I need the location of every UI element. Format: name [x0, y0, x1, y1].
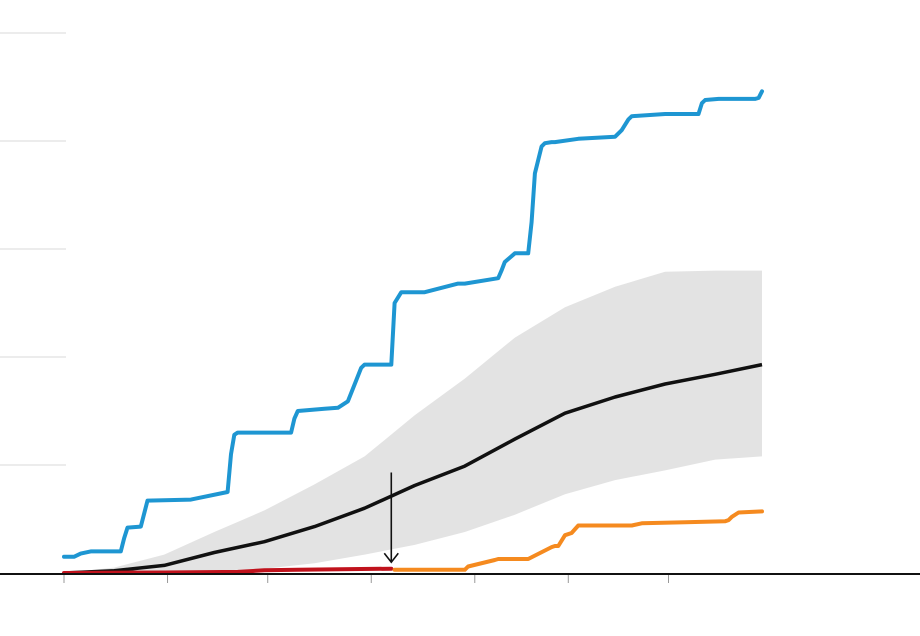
gridlines [0, 32, 66, 466]
series-line-2 [62, 566, 394, 575]
series-line-1 [62, 89, 764, 559]
band-area [64, 270, 762, 573]
series-line-3 [392, 509, 764, 572]
annotation-arrow-head [383, 552, 399, 564]
range-band [64, 270, 762, 573]
series-lines [62, 89, 764, 575]
x-axis [0, 573, 920, 583]
series-line-0 [63, 362, 763, 575]
annotation [383, 472, 399, 564]
